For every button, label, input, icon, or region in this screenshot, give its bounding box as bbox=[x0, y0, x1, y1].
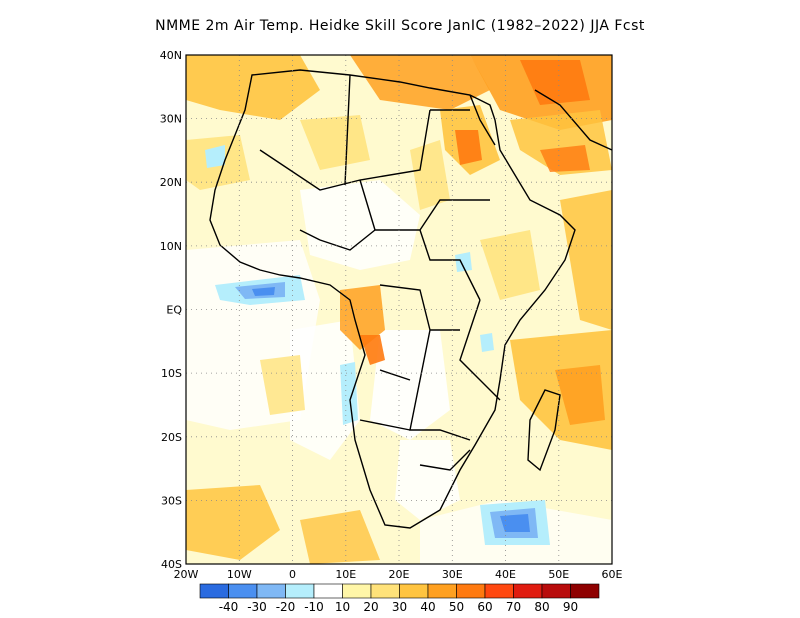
lon-tick: 20W bbox=[174, 568, 199, 581]
lat-tick: 30S bbox=[161, 494, 182, 507]
coastlines bbox=[209, 69, 612, 529]
colorbar-cell bbox=[484, 583, 514, 599]
colorbar-cell bbox=[256, 583, 286, 599]
lat-tick: 40N bbox=[160, 49, 182, 62]
lon-tick: 0 bbox=[289, 568, 296, 581]
colorbar-cell bbox=[199, 583, 229, 599]
colorbar-cell bbox=[228, 583, 258, 599]
lat-tick: 40S bbox=[161, 558, 182, 571]
lon-tick: 10W bbox=[227, 568, 252, 581]
colorbar-label: 30 bbox=[392, 600, 407, 614]
colorbar-cell bbox=[541, 583, 571, 599]
colorbar-cell bbox=[285, 583, 315, 599]
lon-axis: 20W 10W 0 10E 20E 30E 40E 50E 60E bbox=[174, 568, 623, 581]
plot-frame bbox=[185, 54, 613, 565]
colorbar-label: -40 bbox=[219, 600, 239, 614]
lat-tick: EQ bbox=[166, 304, 182, 317]
lat-tick: 20N bbox=[160, 176, 182, 189]
colorbar-cell bbox=[313, 583, 343, 599]
colorbar-label: 90 bbox=[563, 600, 578, 614]
colorbar-cell bbox=[370, 583, 400, 599]
colorbar-label: 70 bbox=[506, 600, 521, 614]
colorbar-label: 80 bbox=[534, 600, 549, 614]
lon-tick: 50E bbox=[548, 568, 569, 581]
lat-axis: 40N 30N 20N 10N EQ 10S 20S 30S 40S bbox=[160, 49, 183, 571]
colorbar-label: 40 bbox=[420, 600, 435, 614]
lon-tick: 30E bbox=[442, 568, 463, 581]
lat-tick: 10S bbox=[161, 367, 182, 380]
lon-tick: 20E bbox=[389, 568, 410, 581]
gridlines bbox=[186, 55, 612, 564]
lat-tick: 20S bbox=[161, 431, 182, 444]
colorbar-label: 10 bbox=[335, 600, 350, 614]
map-title: NMME 2m Air Temp. Heidke Skill Score Jan… bbox=[155, 18, 645, 34]
lat-tick: 10N bbox=[160, 240, 182, 253]
colorbar-cell bbox=[456, 583, 486, 599]
colorbar-label: 20 bbox=[363, 600, 378, 614]
colorbar-label: -10 bbox=[304, 600, 324, 614]
lon-tick: 60E bbox=[602, 568, 623, 581]
colorbar: -40 -30 -20 -10 10 20 30 40 50 60 70 80 90 bbox=[199, 583, 600, 614]
lat-tick: 30N bbox=[160, 113, 182, 126]
colorbar-cell bbox=[399, 583, 429, 599]
shaded-field bbox=[186, 55, 612, 564]
colorbar-cell bbox=[342, 583, 372, 599]
colorbar-cell bbox=[570, 583, 600, 599]
colorbar-cell bbox=[513, 583, 543, 599]
lon-tick: 10E bbox=[335, 568, 356, 581]
colorbar-label: 50 bbox=[449, 600, 464, 614]
colorbar-label: -30 bbox=[247, 600, 267, 614]
lon-tick: 40E bbox=[495, 568, 516, 581]
colorbar-label: 60 bbox=[477, 600, 492, 614]
colorbar-label: -20 bbox=[276, 600, 296, 614]
colorbar-cell bbox=[427, 583, 457, 599]
